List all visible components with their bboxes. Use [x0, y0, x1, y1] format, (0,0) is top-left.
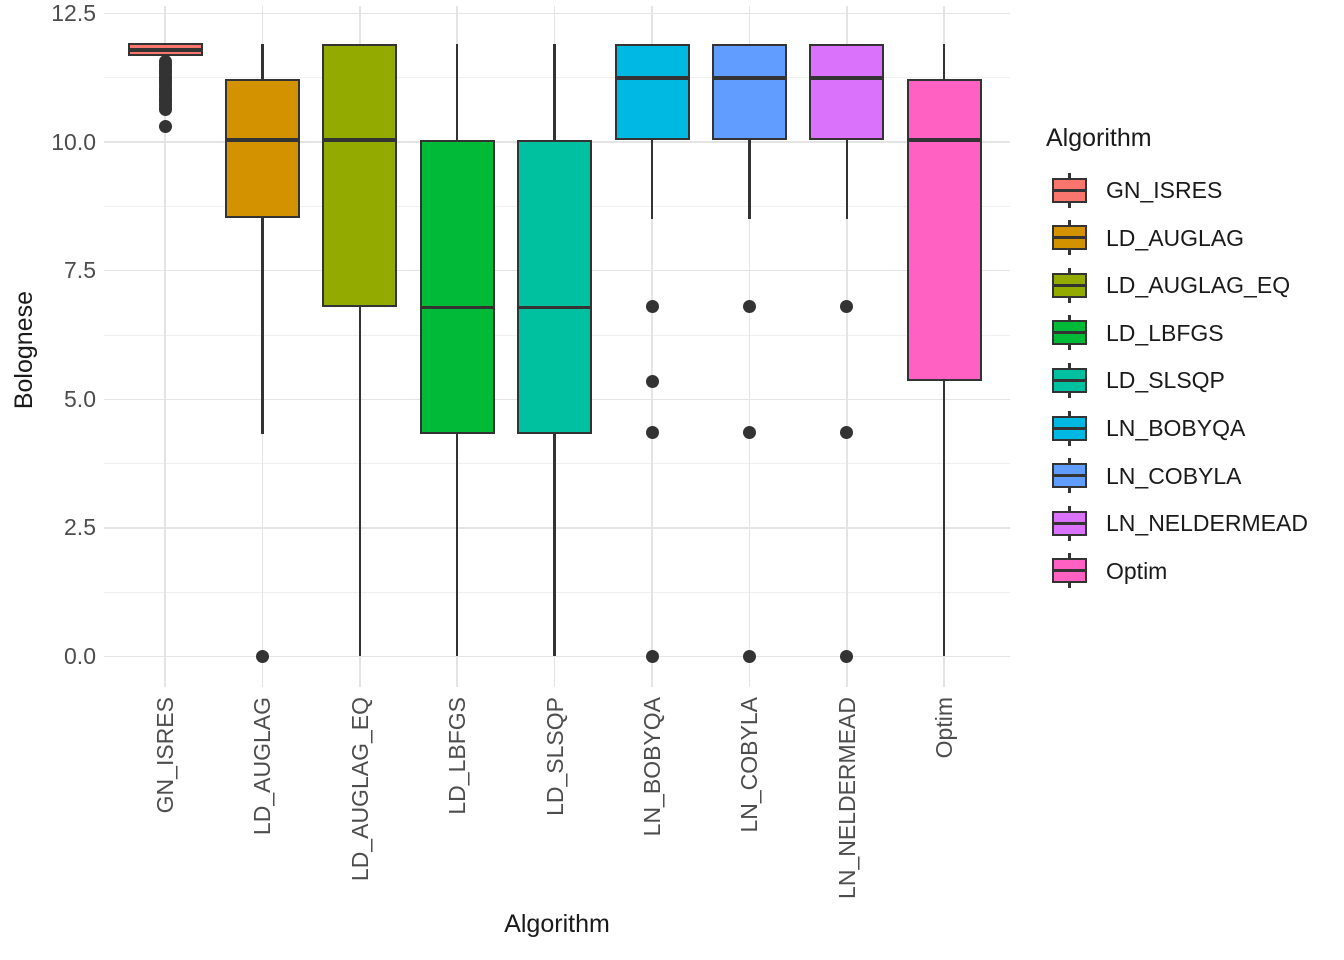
legend-label-LD_AUGLAG_EQ: LD_AUGLAG_EQ	[1106, 272, 1291, 299]
lower-whisker-Optim	[942, 381, 946, 657]
legend-key-median-icon	[1052, 426, 1087, 430]
lower-whisker-LN_COBYLA	[748, 140, 751, 220]
outlier-dot-LN_COBYLA	[742, 426, 756, 440]
y-tick-label-5.0: 5.0	[64, 385, 96, 412]
outlier-dot-LN_NELDERMEAD	[840, 426, 854, 440]
x-tick-label-LD_AUGLAG: LD_AUGLAG	[249, 697, 276, 836]
x-tick-label-LD_LBFGS: LD_LBFGS	[444, 697, 471, 815]
legend-key-LN_BOBYQA	[1052, 410, 1087, 446]
legend-label-LD_AUGLAG: LD_AUGLAG	[1106, 224, 1245, 251]
median-LN_COBYLA	[711, 76, 787, 80]
outlier-dot-LN_COBYLA	[742, 650, 756, 663]
outlier-dot-LN_BOBYQA	[645, 426, 659, 440]
median-LN_BOBYQA	[614, 76, 690, 80]
legend-key-median-icon	[1052, 569, 1087, 573]
x-tick-label-LN_NELDERMEAD: LN_NELDERMEAD	[833, 697, 860, 899]
box-LD_SLSQP	[517, 140, 593, 434]
gridline-x-LN_NELDERMEAD	[846, 6, 848, 687]
legend-label-Optim: Optim	[1106, 557, 1168, 584]
upper-whisker-Optim	[942, 44, 946, 80]
legend-key-LD_AUGLAG_EQ	[1052, 267, 1087, 303]
outlier-dot-GN_ISRES	[158, 120, 172, 134]
lower-whisker-LD_LBFGS	[455, 433, 459, 657]
median-Optim	[906, 138, 982, 142]
legend-label-LN_NELDERMEAD: LN_NELDERMEAD	[1106, 510, 1308, 537]
gridline-major-y	[104, 12, 1010, 15]
legend-key-median-icon	[1052, 283, 1087, 287]
x-tick-label-LD_AUGLAG_EQ: LD_AUGLAG_EQ	[346, 697, 373, 882]
outlier-dot-LN_BOBYQA	[645, 374, 659, 388]
legend-key-median-icon	[1052, 378, 1087, 382]
outlier-dot-LN_BOBYQA	[645, 300, 659, 314]
x-tick-label-Optim: Optim	[931, 697, 958, 759]
legend-key-LD_AUGLAG	[1052, 220, 1087, 256]
outlier-dot-LN_NELDERMEAD	[840, 650, 854, 663]
y-tick-label-0.0: 0.0	[64, 643, 96, 669]
x-tick-label-LN_BOBYQA: LN_BOBYQA	[639, 697, 665, 837]
gridline-x-GN_ISRES	[164, 6, 166, 687]
legend-label-LN_BOBYQA: LN_BOBYQA	[1106, 415, 1246, 441]
legend-key-median-icon	[1052, 331, 1087, 335]
box-Optim	[906, 79, 982, 382]
upper-whisker-LD_LBFGS	[455, 44, 459, 141]
box-LD_AUGLAG	[224, 79, 300, 219]
lower-whisker-LD_AUGLAG_EQ	[358, 306, 362, 657]
x-tick-label-LN_COBYLA: LN_COBYLA	[736, 697, 763, 833]
gridline-x-LN_COBYLA	[748, 6, 751, 687]
lower-whisker-LD_AUGLAG	[261, 218, 264, 435]
x-tick-label-GN_ISRES: GN_ISRES	[152, 697, 178, 814]
lower-whisker-LN_NELDERMEAD	[845, 140, 849, 220]
legend-key-median-icon	[1052, 236, 1087, 240]
median-LN_NELDERMEAD	[809, 76, 885, 80]
legend-key-LN_NELDERMEAD	[1052, 505, 1087, 541]
outlier-dot-LN_COBYLA	[742, 300, 756, 314]
outlier-dot-LN_NELDERMEAD	[840, 300, 854, 314]
outlier-dot-GN_ISRES	[158, 103, 172, 117]
legend-key-median-icon	[1052, 474, 1087, 478]
legend-key-GN_ISRES	[1052, 172, 1087, 208]
box-LN_BOBYQA	[614, 44, 690, 141]
legend-key-median-icon	[1052, 188, 1087, 192]
box-LN_NELDERMEAD	[809, 44, 885, 141]
upper-whisker-LD_SLSQP	[553, 44, 556, 141]
y-tick-label-7.5: 7.5	[64, 257, 96, 284]
median-GN_ISRES	[127, 48, 203, 52]
gridline-minor-y	[104, 77, 1010, 79]
y-tick-label-12.5: 12.5	[51, 0, 96, 26]
gridline-minor-y	[104, 591, 1010, 593]
median-LD_AUGLAG_EQ	[322, 138, 398, 142]
upper-whisker-LD_AUGLAG	[261, 44, 264, 80]
median-LD_SLSQP	[517, 305, 593, 310]
x-tick-label-LD_SLSQP: LD_SLSQP	[541, 697, 568, 816]
lower-whisker-LN_BOBYQA	[650, 140, 654, 220]
outlier-dot-LN_BOBYQA	[645, 650, 659, 663]
median-LD_LBFGS	[419, 305, 495, 310]
box-LD_LBFGS	[419, 140, 495, 434]
y-tick-label-2.5: 2.5	[64, 514, 96, 541]
gridline-major-y	[104, 527, 1010, 529]
legend-label-GN_ISRES: GN_ISRES	[1106, 177, 1223, 203]
box-LN_COBYLA	[711, 44, 787, 141]
legend-label-LD_LBFGS: LD_LBFGS	[1106, 319, 1224, 346]
legend-key-Optim	[1052, 553, 1087, 589]
legend-key-median-icon	[1052, 521, 1087, 525]
x-axis-title: Algorithm	[504, 910, 610, 938]
legend-key-LN_COBYLA	[1052, 458, 1087, 494]
outlier-dot-LD_AUGLAG	[255, 650, 269, 663]
y-axis-title: Bolognese	[10, 291, 38, 410]
legend-key-LD_LBFGS	[1052, 315, 1087, 351]
legend-key-LD_SLSQP	[1052, 362, 1087, 398]
lower-whisker-LD_SLSQP	[553, 433, 556, 657]
y-tick-label-10.0: 10.0	[51, 128, 96, 155]
median-LD_AUGLAG	[224, 138, 300, 142]
gridline-major-y	[104, 655, 1010, 658]
legend-label-LD_SLSQP: LD_SLSQP	[1106, 367, 1225, 394]
legend-label-LN_COBYLA: LN_COBYLA	[1106, 462, 1242, 489]
legend-title: Algorithm	[1046, 124, 1152, 152]
gridline-x-LN_BOBYQA	[651, 6, 653, 687]
gridline-minor-y	[104, 463, 1010, 465]
box-LD_AUGLAG_EQ	[322, 44, 398, 307]
